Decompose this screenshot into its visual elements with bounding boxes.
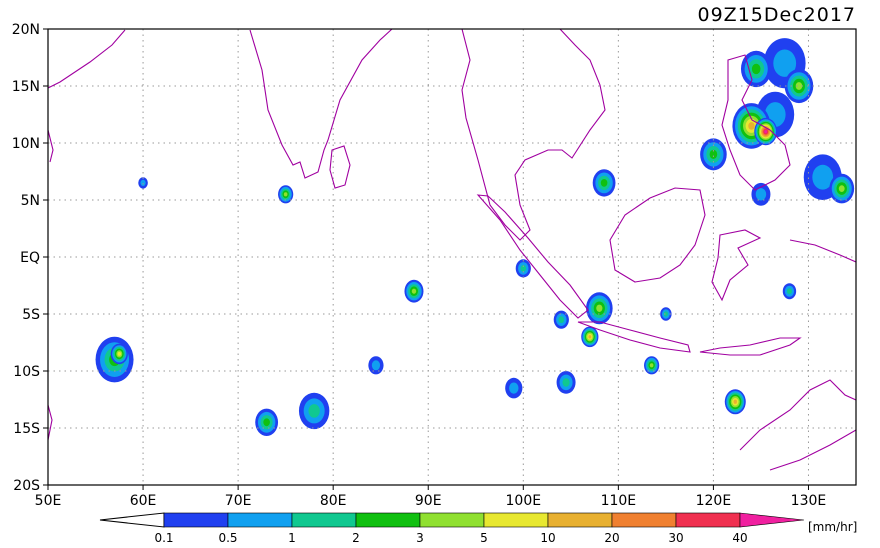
- colorbar-swatch-6: [547, 512, 613, 528]
- rain-cell-13-level-6: [733, 399, 737, 404]
- colorbar-high-arrow: [739, 512, 805, 528]
- colorbar-label-3: 2: [352, 531, 360, 544]
- lon-tick-label-5: 100E: [506, 493, 542, 509]
- rain-cell-20-level-2: [558, 316, 565, 324]
- rain-cell-0-level-1: [773, 49, 797, 77]
- rain-cell-19-level-2: [520, 265, 527, 272]
- rain-cell-6-level-3: [709, 149, 718, 159]
- rain-cell-12-level-6: [588, 335, 592, 339]
- rain-cell-8-level-4: [838, 185, 845, 193]
- rain-cell-2-level-4: [795, 82, 803, 90]
- rain-cell-18-level-4: [411, 288, 417, 294]
- lon-tick-label-2: 70E: [225, 493, 252, 509]
- lat-tick-label-6: 10S: [13, 364, 40, 380]
- colorbar-swatch-5: [483, 512, 549, 528]
- rain-cell-24-level-4: [283, 192, 288, 197]
- lat-tick-label-5: 5S: [22, 307, 40, 323]
- coastline-borneo: [609, 187, 706, 283]
- rain-cell-25-level-1: [140, 179, 146, 186]
- coastline-sri-lanka: [329, 145, 351, 189]
- rain-cell-22-level-1: [509, 382, 519, 394]
- colorbar-swatch-0: [163, 512, 229, 528]
- colorbar-label-5: 5: [480, 531, 488, 544]
- lon-tick-label-6: 110E: [601, 493, 637, 509]
- colorbar-swatch-8: [675, 512, 741, 528]
- map-title: 09Z15Dec2017: [698, 4, 857, 26]
- rain-cell-16-level-2: [308, 404, 320, 418]
- lat-tick-label-7: 15S: [13, 421, 40, 437]
- lon-tick-label-1: 60E: [130, 493, 157, 509]
- coastline-lesser-sunda: [699, 337, 802, 356]
- rain-cell-4-level-6: [748, 122, 755, 130]
- coastline-australia: [739, 379, 856, 451]
- lat-tick-label-8: 20S: [13, 478, 40, 494]
- coastline-australia-west: [769, 429, 856, 471]
- coastlines: [48, 29, 856, 471]
- rain-cell-5-level-9: [764, 130, 767, 134]
- colorbar: 0.1 0.5 1 2 3 5 10 20 30 40: [99, 512, 805, 545]
- rain-cell-11-level-4: [596, 304, 603, 312]
- coastline-africa-south: [48, 404, 53, 441]
- colorbar-label-0: 0.1: [154, 531, 173, 544]
- rain-cell-27-level-2: [786, 288, 792, 295]
- rain-cell-23-level-4: [649, 363, 654, 368]
- colorbar-label-9: 40: [732, 531, 747, 544]
- coastline-africa: [48, 129, 54, 163]
- colorbar-unit: [mm/hr]: [808, 520, 857, 534]
- coastline-india: [249, 29, 393, 179]
- graticule: [48, 29, 856, 485]
- coastline-indochina: [461, 29, 606, 241]
- rain-cell-10-level-3: [600, 179, 608, 187]
- map-background: [48, 29, 856, 485]
- colorbar-swatch-4: [419, 512, 485, 528]
- lat-tick-label-4: EQ: [20, 250, 40, 266]
- colorbar-label-8: 30: [668, 531, 683, 544]
- coastline-sumatra: [476, 194, 589, 319]
- rain-cell-9-level-1: [755, 188, 767, 201]
- lat-tick-label-0: 20N: [12, 22, 40, 38]
- colorbar-label-6: 10: [540, 531, 555, 544]
- colorbar-label-1: 0.5: [218, 531, 237, 544]
- colorbar-label-2: 1: [288, 531, 296, 544]
- rain-cell-26-level-2: [663, 311, 668, 317]
- coastline-java: [577, 321, 691, 353]
- rain-cell-28-level-1: [371, 360, 381, 371]
- coastline-sulawesi: [711, 229, 762, 302]
- colorbar-label-4: 3: [416, 531, 424, 544]
- coastline-arabia: [48, 29, 126, 89]
- colorbar-label-7: 20: [604, 531, 619, 544]
- lon-tick-label-0: 50E: [35, 493, 62, 509]
- lon-tick-label-7: 120E: [696, 493, 732, 509]
- rain-cell-17-level-3: [263, 418, 270, 427]
- lon-tick-label-3: 80E: [320, 493, 347, 509]
- coastline-philippines: [721, 54, 791, 191]
- colorbar-low-arrow: [99, 512, 165, 528]
- rain-cell-7-level-1: [812, 164, 834, 190]
- lat-tick-label-2: 10N: [12, 136, 40, 152]
- lon-tick-label-8: 130E: [791, 493, 827, 509]
- lat-tick-label-3: 5N: [21, 193, 40, 209]
- rain-cell-21-level-2: [562, 378, 570, 387]
- colorbar-swatch-7: [611, 512, 677, 528]
- rain-layer: [95, 38, 855, 436]
- colorbar-swatch-3: [355, 512, 421, 528]
- coastline-new-guinea: [789, 239, 856, 263]
- lat-tick-label-1: 15N: [12, 79, 40, 95]
- rain-cell-1-level-3: [751, 63, 761, 75]
- colorbar-swatch-1: [227, 512, 293, 528]
- axis-labels: 50E 60E 70E 80E 90E 100E 110E 120E 130E 20N 15N 10N…: [12, 22, 827, 509]
- colorbar-swatch-2: [291, 512, 357, 528]
- rain-cell-15-level-5: [117, 351, 121, 356]
- lon-tick-label-4: 90E: [415, 493, 442, 509]
